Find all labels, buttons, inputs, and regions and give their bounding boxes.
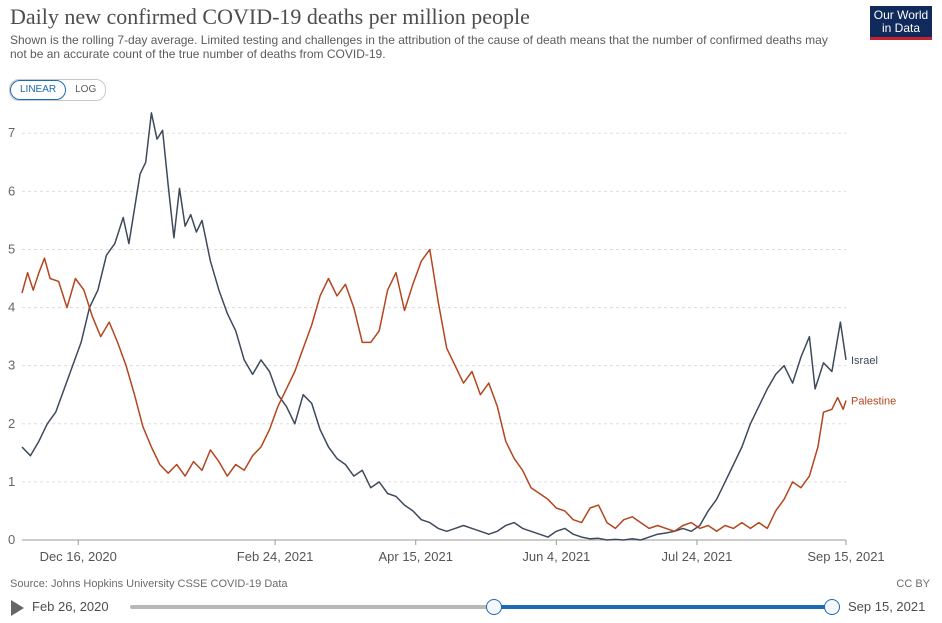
owid-logo[interactable]: Our World in Data	[870, 6, 932, 40]
x-tick-label: Jul 24, 2021	[662, 549, 733, 564]
timeline-end-label: Sep 15, 2021	[848, 599, 926, 614]
source-note[interactable]: Source: Johns Hopkins University CSSE CO…	[10, 578, 288, 590]
series-line-palestine	[21, 248, 847, 533]
y-tick-label: 5	[8, 241, 15, 256]
logo-line-1: Our World	[873, 8, 929, 22]
logo-line-2: in Data	[881, 21, 921, 35]
linear-scale-button[interactable]: LINEAR	[10, 80, 67, 100]
y-tick-label: 7	[8, 125, 15, 140]
y-tick-label: 3	[8, 358, 15, 373]
timeline-start-handle[interactable]	[485, 599, 502, 615]
timeline: Feb 26, 2020 Sep 15, 2021	[0, 596, 942, 620]
x-tick-label: Feb 24, 2021	[237, 549, 314, 564]
chart-subtitle: Shown is the rolling 7-day average. Limi…	[10, 33, 828, 61]
x-tick-label: Dec 16, 2020	[40, 549, 117, 564]
y-tick-label: 1	[8, 474, 15, 489]
x-tick-label: Jun 4, 2021	[522, 549, 590, 564]
scale-toggle: LINEAR LOG	[9, 79, 107, 101]
series-label-israel: Israel	[851, 355, 878, 367]
x-tick-label: Apr 15, 2021	[378, 549, 452, 564]
timeline-start-label: Feb 26, 2020	[32, 599, 109, 614]
play-icon[interactable]	[11, 600, 24, 616]
y-tick-label: 4	[8, 300, 15, 315]
chart-title: Daily new confirmed COVID-19 deaths per …	[10, 4, 530, 29]
y-tick-label: 6	[8, 183, 15, 198]
timeline-track[interactable]	[130, 599, 840, 615]
x-tick-label: Sep 15, 2021	[807, 549, 884, 564]
timeline-selected-range	[493, 605, 832, 609]
y-tick-label: 0	[8, 532, 15, 547]
log-scale-button[interactable]: LOG	[75, 84, 97, 95]
line-chart: 0 1 2 3 4 5 6 7 Dec 16, 2020 Feb 24, 2021 Apr 15, …	[8, 112, 896, 564]
series-label-palestine: Palestine	[851, 396, 896, 408]
series-line-israel	[21, 112, 847, 541]
timeline-end-handle[interactable]	[824, 599, 840, 615]
y-tick-label: 2	[8, 416, 15, 431]
license-note[interactable]: CC BY	[896, 578, 930, 590]
